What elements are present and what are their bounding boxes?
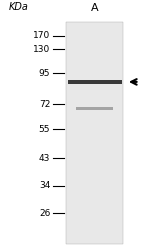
Text: 43: 43 <box>39 154 50 163</box>
Text: 26: 26 <box>39 209 50 218</box>
Text: 55: 55 <box>39 125 50 134</box>
Text: 130: 130 <box>33 45 50 54</box>
Text: A: A <box>91 3 98 13</box>
FancyBboxPatch shape <box>68 80 122 84</box>
FancyBboxPatch shape <box>66 22 123 244</box>
FancyBboxPatch shape <box>76 107 113 110</box>
Text: 72: 72 <box>39 100 50 109</box>
Text: 95: 95 <box>39 69 50 78</box>
Text: 170: 170 <box>33 31 50 40</box>
Text: 34: 34 <box>39 181 50 190</box>
Text: KDa: KDa <box>9 2 29 12</box>
